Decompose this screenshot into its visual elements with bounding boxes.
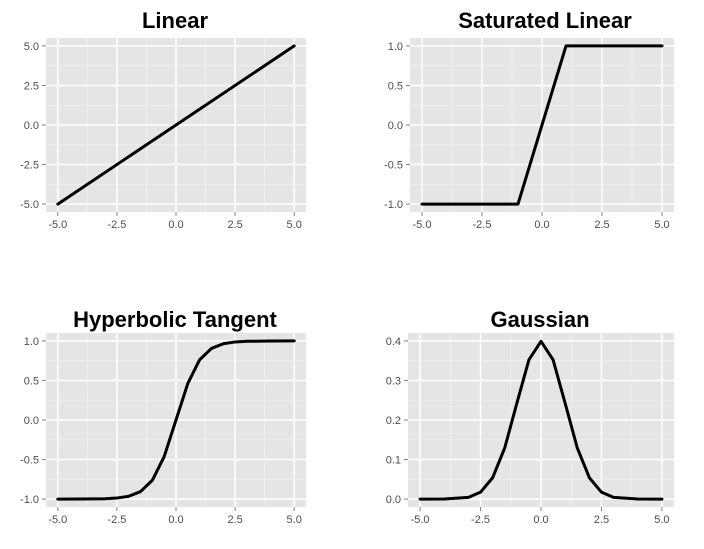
x-tick-label: 0.0 [168, 514, 183, 526]
chart-panel-linear: Linear -5.0 -2.5 0.0 2.5 5.0 -5.0 -2.5 0.0 2.5 5.… [20, 8, 306, 231]
chart-panel-saturated-linear: Saturated Linear -5.0 -2.5 0.0 2.5 5.0 -1.0 -0… [384, 8, 674, 231]
y-tick-label: 0.4 [386, 336, 401, 348]
x-tick-label: 2.5 [227, 219, 242, 231]
y-tick-label: -0.5 [20, 455, 39, 467]
y-tick-label: 0.0 [388, 120, 403, 132]
x-tick-label: -2.5 [107, 219, 126, 231]
y-tick-label: 0.3 [386, 375, 401, 387]
x-tick-label: 2.5 [227, 514, 242, 526]
y-tick-label: 0.0 [24, 120, 39, 132]
x-tick-label: 5.0 [654, 514, 669, 526]
y-tick-label: -1.0 [20, 494, 39, 506]
chart-title: Gaussian [490, 307, 589, 332]
y-tick-label: 0.5 [24, 375, 39, 387]
y-tick-label: -5.0 [20, 199, 39, 211]
series-line [418, 339, 664, 501]
x-tick-label: -5.0 [48, 514, 67, 526]
x-tick-label: 0.0 [168, 219, 183, 231]
x-tick-label: 5.0 [654, 219, 669, 231]
x-tick-label: 2.5 [594, 514, 609, 526]
series-line [420, 44, 664, 206]
x-tick-label: 0.0 [534, 219, 549, 231]
y-tick-label: 0.5 [388, 80, 403, 92]
y-tick-label: 2.5 [24, 80, 39, 92]
y-tick-label: -1.0 [384, 199, 403, 211]
x-tick-label: -5.0 [413, 219, 432, 231]
chart-title: Hyperbolic Tangent [73, 307, 277, 332]
chart-title: Saturated Linear [458, 8, 632, 33]
x-tick-label: 5.0 [287, 219, 302, 231]
x-tick-label: 2.5 [594, 219, 609, 231]
x-tick-label: -2.5 [473, 219, 492, 231]
chart-panel-gaussian: Gaussian -5.0 -2.5 0.0 2.5 5.0 0.0 0.1 0.2 0.3 0.… [386, 307, 674, 526]
chart-panel-hyperbolic-tangent: Hyperbolic Tangent -5.0 -2.5 0.0 2.5 5.0 -1.0… [20, 307, 306, 526]
y-tick-label: -0.5 [384, 160, 403, 172]
y-tick-label: 5.0 [24, 41, 39, 53]
y-tick-label: 0.0 [386, 494, 401, 506]
x-tick-label: -5.0 [48, 219, 67, 231]
series-line [56, 44, 296, 206]
y-tick-label: 0.0 [24, 415, 39, 427]
x-tick-label: 0.0 [533, 514, 548, 526]
y-tick-label: 1.0 [24, 336, 39, 348]
y-tick-label: 0.1 [386, 455, 401, 467]
series-line [56, 339, 296, 501]
y-tick-label: -2.5 [20, 160, 39, 172]
x-tick-label: -5.0 [411, 514, 430, 526]
x-tick-label: -2.5 [107, 514, 126, 526]
y-tick-label: 1.0 [388, 41, 403, 53]
x-tick-label: 5.0 [287, 514, 302, 526]
x-tick-label: -2.5 [471, 514, 490, 526]
y-tick-label: 0.2 [386, 415, 401, 427]
chart-title: Linear [142, 8, 208, 33]
